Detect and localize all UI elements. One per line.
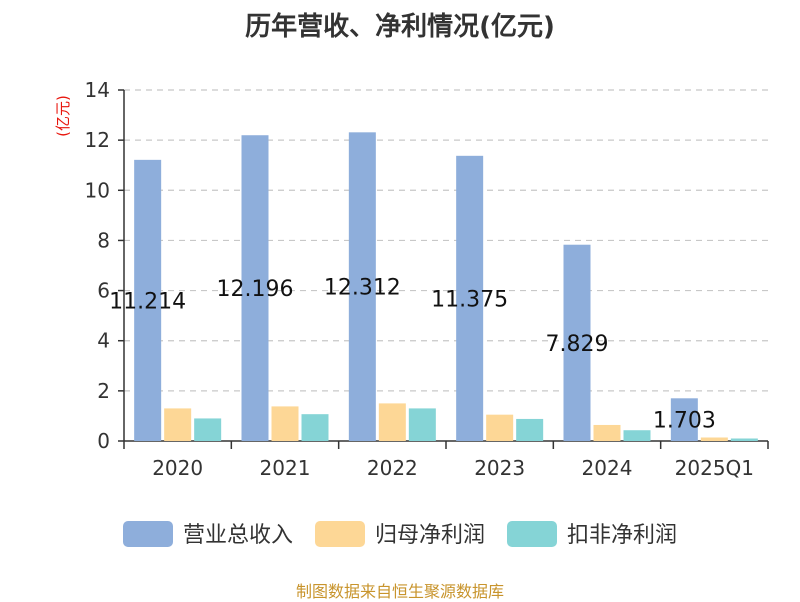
bar-adjusted-net-profit [408,408,436,441]
data-label: 12.312 [324,276,401,301]
x-tick-label: 2020 [152,456,203,480]
legend-swatch [315,521,365,547]
data-source-note: 制图数据来自恒生聚源数据库 [295,582,504,601]
bar-adjusted-net-profit [730,438,758,441]
bar-adjusted-net-profit [194,418,222,441]
x-tick-label: 2025Q1 [675,456,754,480]
x-tick-label: 2023 [474,456,525,480]
bar-revenue [241,135,269,441]
bar-net-profit [700,437,728,441]
bar-revenue [134,159,162,441]
bar-net-profit [164,408,192,441]
bar-adjusted-net-profit [623,430,651,441]
bar-revenue [670,398,698,441]
y-tick-label: 6 [97,279,110,303]
y-tick-label: 14 [85,78,110,102]
y-tick-label: 12 [85,128,110,152]
y-axis-label: (亿元) [54,95,72,137]
bar-revenue [456,155,484,441]
bar-net-profit [378,403,406,441]
bar-net-profit [486,414,514,441]
legend-swatch [123,521,173,547]
data-label: 11.375 [431,287,508,312]
bar-adjusted-net-profit [516,418,544,441]
legend-label: 扣非净利润 [567,523,677,548]
bar-net-profit [593,424,621,441]
legend-swatch [507,521,557,547]
bar-revenue [348,132,376,442]
y-tick-label: 10 [85,178,110,202]
y-tick-label: 0 [97,429,110,453]
chart-title: 历年营收、净利情况(亿元) [245,12,555,42]
y-tick-label: 8 [97,228,110,252]
y-tick-label: 4 [97,329,110,353]
x-tick-label: 2024 [582,456,633,480]
data-label: 12.196 [217,277,294,302]
bar-net-profit [271,406,299,441]
data-label: 7.829 [546,332,609,357]
y-tick-label: 2 [97,379,110,403]
data-label: 11.214 [109,289,186,314]
legend-label: 归母净利润 [375,523,485,548]
bar-revenue [563,244,591,441]
data-label: 1.703 [653,409,716,434]
legend-label: 营业总收入 [183,523,293,548]
bar-adjusted-net-profit [301,414,329,441]
x-tick-label: 2022 [367,456,418,480]
x-tick-label: 2021 [260,456,311,480]
